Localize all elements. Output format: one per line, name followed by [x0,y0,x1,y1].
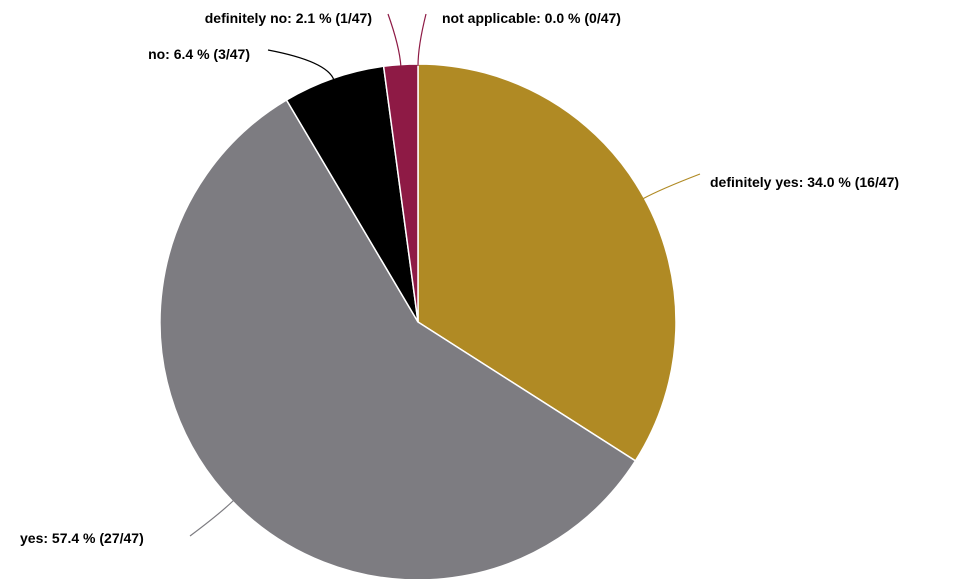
label-not-applicable: not applicable: 0.0 % (0/47) [442,10,621,26]
leader-definitely-yes [642,173,701,200]
label-no: no: 6.4 % (3/47) [148,46,250,62]
label-yes: yes: 57.4 % (27/47) [20,530,144,546]
leader-not-applicable [417,13,427,67]
label-definitely-no: definitely no: 2.1 % (1/47) [205,10,372,26]
leader-yes [189,499,235,537]
leader-lines [189,13,701,537]
pie-slices [159,63,677,579]
label-definitely-yes: definitely yes: 34.0 % (16/47) [710,174,899,190]
leader-definitely-no [387,13,402,67]
leader-no [267,49,335,81]
